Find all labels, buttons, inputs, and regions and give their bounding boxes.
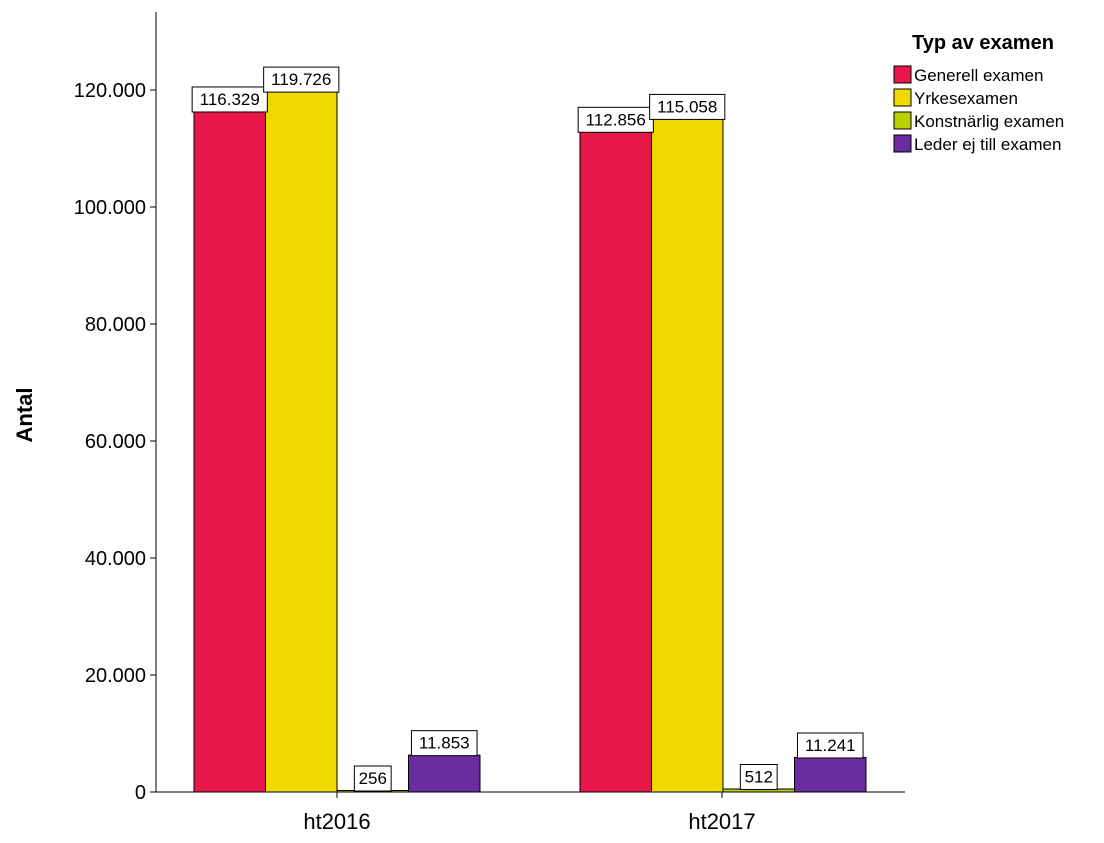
x-tick-label: ht2016 bbox=[303, 809, 370, 834]
legend-swatch-4 bbox=[893, 134, 912, 153]
legend-label-4: Leder ej till examen bbox=[914, 135, 1061, 154]
data-label: 512 bbox=[745, 768, 773, 787]
axes-group: 0 20.000 40.000 60.000 80.000 100.000 120.000 h… bbox=[74, 12, 905, 834]
data-label-box bbox=[353, 765, 392, 792]
bars-group bbox=[193, 91, 867, 793]
y-tick-label: 0 bbox=[135, 782, 146, 804]
data-label-box bbox=[410, 730, 478, 757]
data-label: 11.241 bbox=[805, 736, 856, 755]
legend-swatch-2 bbox=[893, 88, 912, 107]
legend: Typ av examen Generell examen Yrkesexamen… bbox=[893, 32, 1064, 154]
legend-swatch-1 bbox=[893, 65, 912, 84]
y-tick-label: 40.000 bbox=[85, 548, 146, 570]
data-label: 11.853 bbox=[419, 734, 470, 753]
bar-ht2016-series-1 bbox=[193, 110, 266, 793]
x-tick-label: ht2017 bbox=[688, 809, 755, 834]
legend-label-1: Generell examen bbox=[914, 66, 1043, 85]
y-tick-label: 100.000 bbox=[74, 197, 146, 219]
y-tick-label: 20.000 bbox=[85, 665, 146, 687]
bar-ht2016-series-2 bbox=[265, 91, 338, 793]
data-label-box bbox=[739, 764, 778, 791]
y-tick-label: 60.000 bbox=[85, 431, 146, 453]
bar-ht2017-series-2 bbox=[651, 118, 724, 793]
legend-label-2: Yrkesexamen bbox=[914, 89, 1018, 108]
bar-ht2016-series-4 bbox=[408, 754, 481, 793]
legend-title: Typ av examen bbox=[912, 32, 1054, 54]
legend-swatch-3 bbox=[893, 111, 912, 130]
bar-ht2017-series-4 bbox=[794, 756, 867, 793]
y-axis-title: Antal bbox=[12, 388, 37, 443]
data-label: 119.726 bbox=[271, 70, 331, 89]
data-label-box bbox=[649, 93, 726, 120]
data-label-box bbox=[796, 732, 864, 759]
data-label-box bbox=[191, 86, 268, 113]
data-label-box bbox=[577, 106, 654, 133]
data-label: 115.058 bbox=[657, 97, 717, 116]
data-label: 256 bbox=[359, 769, 387, 788]
data-label: 116.329 bbox=[200, 90, 260, 109]
legend-label-3: Konstnärlig examen bbox=[914, 112, 1064, 131]
y-tick-label: 80.000 bbox=[85, 314, 146, 336]
y-tick-label: 120.000 bbox=[74, 80, 146, 102]
data-label-box bbox=[263, 66, 340, 93]
data-label: 112.856 bbox=[586, 110, 646, 129]
data-labels-group: 116.329 112.856 119.726 115.058 256 512 11.853… bbox=[191, 66, 864, 792]
bar-ht2017-series-1 bbox=[579, 131, 652, 793]
